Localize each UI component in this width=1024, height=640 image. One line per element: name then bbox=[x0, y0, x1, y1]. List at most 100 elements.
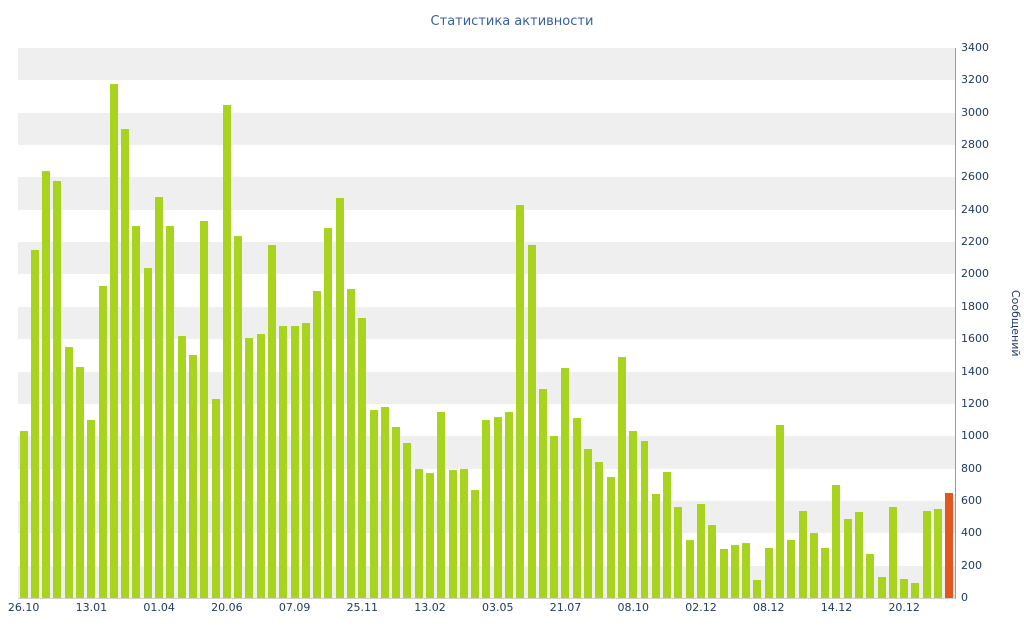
bar bbox=[775, 424, 784, 598]
bar bbox=[324, 227, 333, 598]
bar bbox=[866, 554, 875, 598]
bar bbox=[177, 335, 186, 598]
y-tick-label: 1800 bbox=[961, 299, 989, 313]
bar bbox=[561, 368, 570, 598]
bar bbox=[493, 416, 502, 598]
grid-band bbox=[18, 177, 955, 210]
y-axis: 0 200 400 600 800 1000 1200 1400 1600 1800 2000 220… bbox=[961, 41, 1003, 604]
y-tick-label: 1600 bbox=[961, 332, 989, 346]
bar bbox=[403, 442, 412, 598]
bar bbox=[888, 507, 897, 598]
x-tick-label: 25.11 bbox=[346, 601, 379, 614]
bar bbox=[346, 289, 355, 598]
bar bbox=[730, 544, 739, 598]
y-tick-label: 2800 bbox=[961, 138, 989, 152]
bar bbox=[437, 411, 446, 598]
y-tick-label: 200 bbox=[961, 558, 982, 572]
bar bbox=[843, 518, 852, 598]
bar bbox=[516, 204, 525, 598]
grid-band bbox=[18, 145, 955, 178]
bar bbox=[934, 509, 942, 598]
bar bbox=[234, 235, 243, 598]
y-tick-label: 2000 bbox=[961, 267, 989, 281]
bar bbox=[211, 399, 220, 598]
bar bbox=[87, 420, 96, 598]
bar bbox=[505, 411, 514, 598]
bar bbox=[719, 549, 728, 598]
bar bbox=[109, 83, 118, 598]
bar bbox=[764, 547, 773, 598]
bar bbox=[166, 225, 175, 598]
y-tick-label: 1000 bbox=[961, 429, 989, 443]
bar bbox=[640, 441, 649, 598]
chart-title: Статистика активности bbox=[430, 14, 594, 29]
bar bbox=[64, 347, 73, 598]
bar bbox=[685, 539, 694, 598]
x-tick-label: 03.05 bbox=[482, 601, 514, 614]
bar bbox=[708, 525, 717, 598]
x-tick-label: 26.10 bbox=[7, 601, 40, 614]
y-tick-label: 3200 bbox=[961, 73, 989, 87]
bar bbox=[256, 334, 265, 598]
bar bbox=[53, 180, 62, 598]
y-tick-label: 1400 bbox=[961, 364, 989, 378]
bar bbox=[922, 510, 931, 598]
bar bbox=[76, 366, 85, 598]
bar bbox=[414, 468, 423, 598]
bar bbox=[267, 245, 276, 598]
bar bbox=[674, 507, 683, 598]
x-tick-label: 02.12 bbox=[685, 601, 717, 614]
bar bbox=[911, 583, 920, 598]
bar bbox=[753, 580, 762, 598]
grid-band bbox=[18, 112, 955, 146]
bar bbox=[809, 533, 818, 598]
bar bbox=[572, 418, 581, 598]
bar-highlighted bbox=[945, 492, 954, 598]
bar bbox=[200, 221, 209, 598]
x-tick-label: 14.12 bbox=[820, 601, 853, 614]
x-tick-label: 07.09 bbox=[278, 601, 311, 614]
bar bbox=[448, 470, 457, 598]
bar bbox=[426, 473, 434, 598]
bar bbox=[550, 436, 559, 598]
bar bbox=[301, 323, 310, 598]
bar bbox=[584, 449, 593, 598]
bar bbox=[606, 476, 615, 598]
bar bbox=[358, 318, 367, 598]
x-tick-label: 01.04 bbox=[143, 601, 175, 614]
bar bbox=[798, 510, 807, 598]
bar bbox=[651, 494, 660, 598]
bar bbox=[696, 504, 705, 598]
bar bbox=[663, 471, 672, 598]
y-tick-label: 3000 bbox=[961, 105, 989, 119]
bar bbox=[155, 196, 164, 598]
y-tick-label: 600 bbox=[961, 493, 982, 507]
y-tick-label: 2400 bbox=[961, 202, 989, 216]
bar bbox=[459, 468, 468, 598]
y-tick-label: 3400 bbox=[961, 41, 989, 54]
plot-area bbox=[18, 48, 956, 599]
x-tick-label: 13.02 bbox=[414, 601, 446, 614]
bar bbox=[222, 104, 231, 598]
bar bbox=[617, 356, 626, 598]
bar bbox=[832, 484, 841, 598]
grid-band bbox=[18, 80, 955, 113]
bar bbox=[98, 285, 107, 598]
bar bbox=[313, 290, 322, 598]
bar bbox=[42, 170, 51, 598]
x-tick-label: 08.10 bbox=[617, 601, 650, 614]
bar bbox=[30, 250, 39, 598]
bar bbox=[121, 128, 130, 598]
grid-band bbox=[18, 48, 955, 81]
x-tick-label: 20.12 bbox=[888, 601, 920, 614]
bar bbox=[538, 389, 547, 598]
y-tick-label: 1200 bbox=[961, 396, 989, 410]
bar bbox=[369, 410, 378, 598]
bar bbox=[821, 547, 830, 598]
bar bbox=[877, 576, 886, 598]
bar bbox=[335, 198, 344, 598]
bar bbox=[143, 268, 152, 598]
x-tick-label: 20.06 bbox=[211, 601, 243, 614]
y-tick-label: 0 bbox=[961, 591, 968, 604]
